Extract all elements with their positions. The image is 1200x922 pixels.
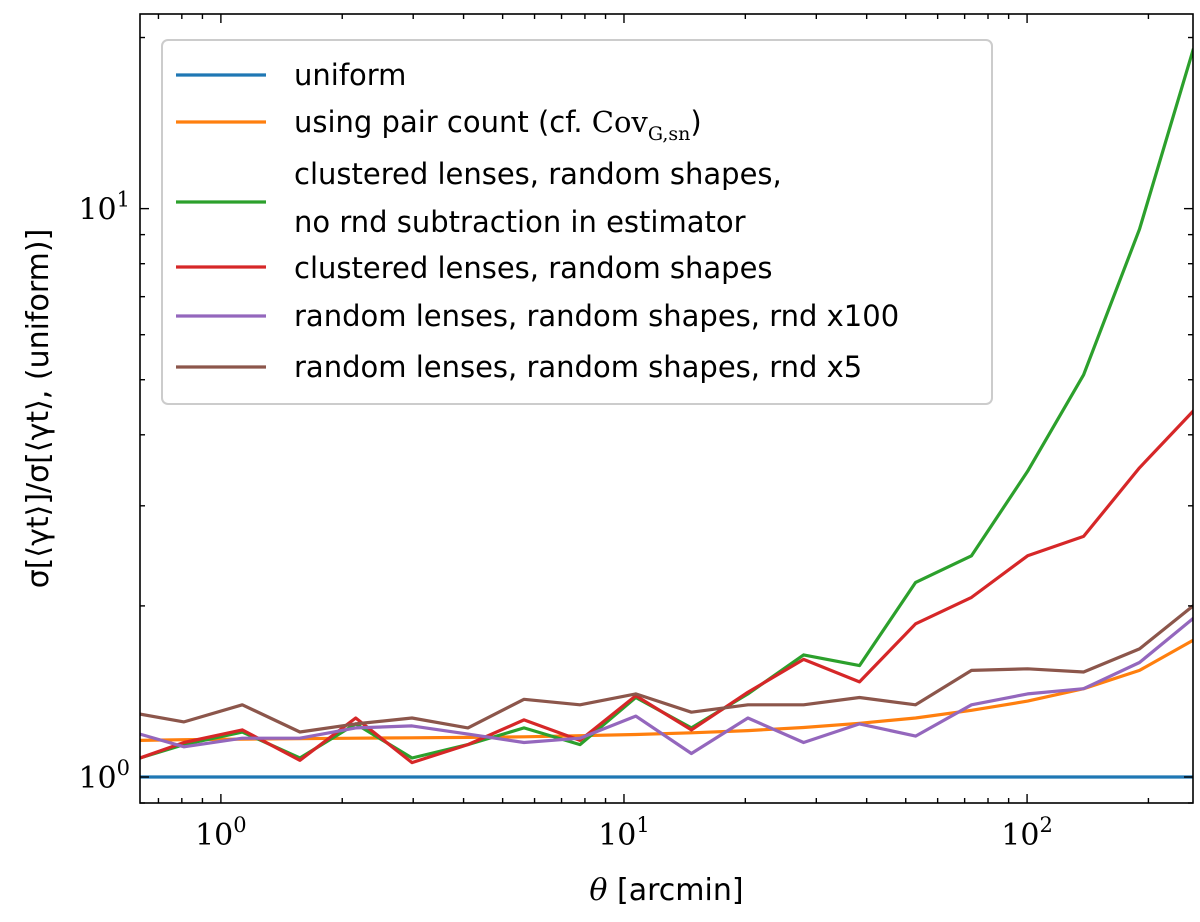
legend: uniform using pair count (cf. CovG,sn) clu…: [161, 39, 993, 405]
legend-label-6: random lenses, random shapes, rnd x5: [294, 350, 862, 384]
y-tick-label: 100: [78, 756, 130, 796]
series-line-2: [140, 638, 1193, 743]
series-layer: [140, 48, 1193, 779]
x-axis-label: θ [arcmin]: [589, 873, 743, 908]
legend-label-3: clustered lenses, random shapes,: [294, 157, 782, 191]
axes: 100 101 102 100 101 θ [arcmin] σ[⟨γt⟩]/σ[⟨γt⟩,…: [21, 13, 1194, 908]
y-axis-label: σ[⟨γt⟩]/σ[⟨γt⟩, (uniform)]: [21, 229, 56, 589]
legend-label-5: random lenses, random shapes, rnd x100: [294, 299, 899, 333]
series-line-6: [140, 603, 1193, 734]
x-tick-label: 102: [1001, 813, 1053, 853]
legend-label-4: clustered lenses, random shapes: [294, 251, 773, 285]
plot-frame: [139, 13, 1194, 804]
legend-label-1: uniform: [294, 58, 406, 92]
legend-box: [161, 39, 993, 405]
legend-label-2: using pair count (cf. CovG,sn): [294, 105, 702, 145]
x-tick-label: 101: [598, 813, 650, 853]
x-tick-label: 100: [195, 813, 247, 853]
series-line-5: [140, 616, 1193, 756]
y-tick-label: 101: [78, 188, 130, 228]
legend-label-3-line2: no rnd subtraction in estimator: [294, 205, 746, 239]
series-line-4: [140, 409, 1193, 765]
